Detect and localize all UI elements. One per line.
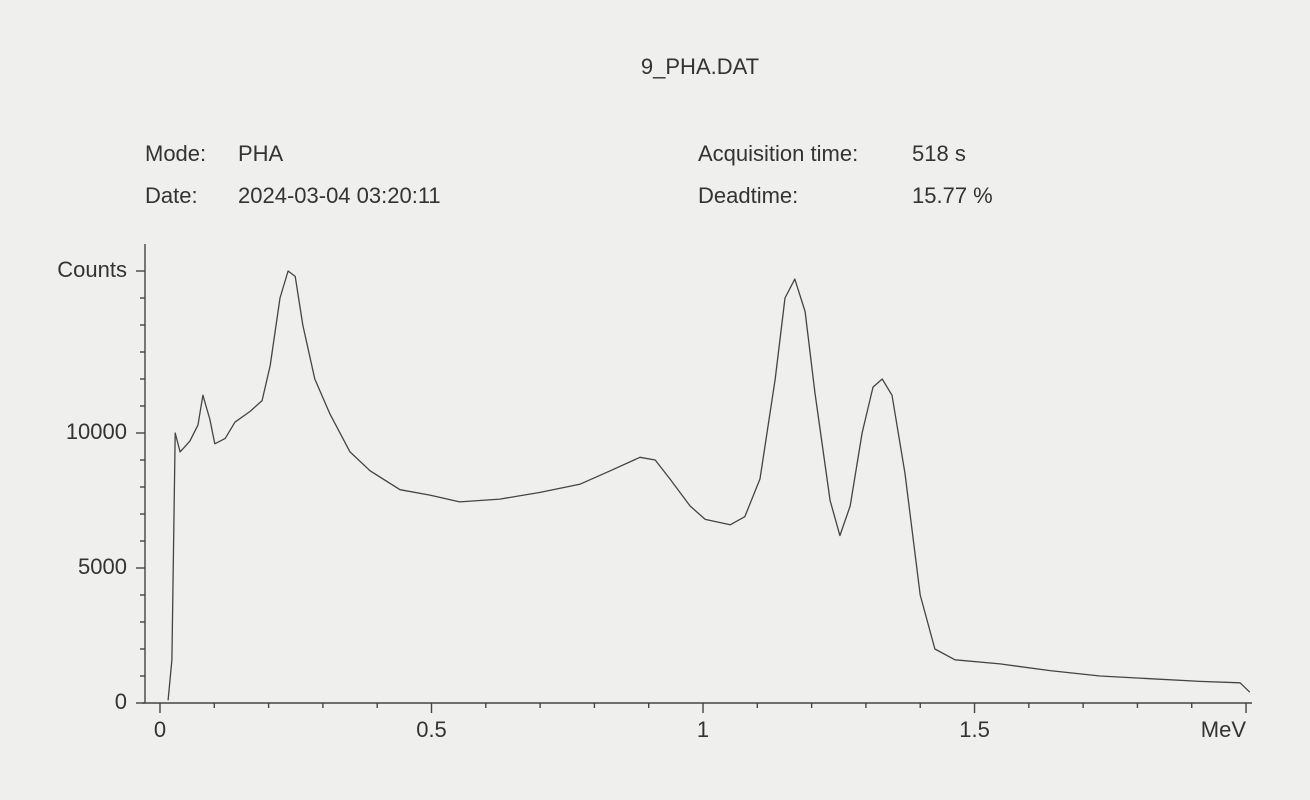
info-label: Mode: [145, 141, 206, 166]
y-tick-label: 0 [115, 689, 127, 714]
x-tick-label: 1 [697, 717, 709, 742]
y-tick-label: 5000 [78, 554, 127, 579]
info-value: 15.77 % [912, 183, 993, 208]
info-value: 2024-03-04 03:20:11 [238, 183, 441, 208]
info-value: 518 s [912, 141, 966, 166]
x-tick-label: 0.5 [416, 717, 447, 742]
info-label: Deadtime: [698, 183, 798, 208]
x-tick-label: MeV [1201, 717, 1247, 742]
info-label: Date: [145, 183, 198, 208]
x-tick-label: 1.5 [959, 717, 990, 742]
info-label: Acquisition time: [698, 141, 858, 166]
chart-title: 9_PHA.DAT [641, 54, 759, 79]
info-value: PHA [238, 141, 284, 166]
y-tick-label: Counts [57, 257, 127, 282]
spectrum-line [167, 270, 1251, 701]
y-tick-label: 10000 [66, 419, 127, 444]
x-tick-label: 0 [154, 717, 166, 742]
